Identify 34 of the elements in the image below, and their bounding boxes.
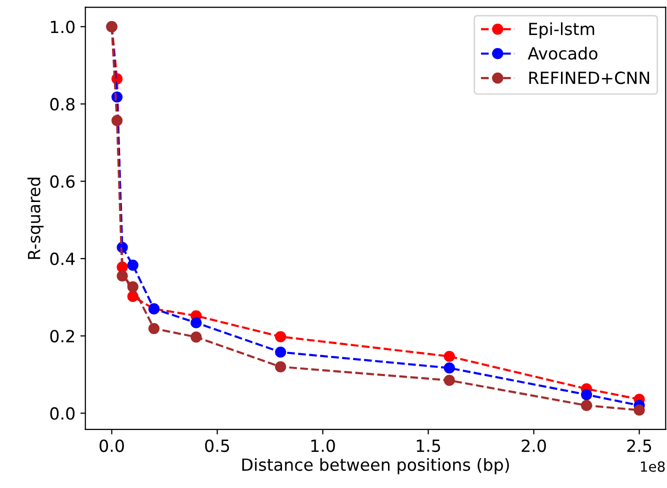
y-tick-label: 0.2 [50, 330, 74, 342]
y-axis-title: R-squared [27, 178, 44, 259]
x-tick-label: 1.5 [416, 440, 440, 452]
point [634, 404, 645, 416]
y-tick-label: 0.4 [50, 252, 75, 266]
point [444, 350, 455, 362]
point [127, 281, 138, 292]
point [127, 260, 138, 271]
x-tick-label: 0.5 [205, 439, 230, 452]
y-tick-label: 1.0 [50, 20, 75, 34]
legend-label: Avocado [528, 46, 598, 60]
point [275, 346, 286, 358]
point [444, 374, 455, 386]
legend-label: Epi-lstm [529, 22, 594, 38]
y-tick-label: 0.6 [50, 175, 75, 188]
x-tick-label: 0.0 [100, 439, 124, 452]
point [444, 362, 455, 374]
point [580, 400, 592, 412]
point [190, 317, 202, 328]
point [190, 331, 202, 343]
y-tick-label: 0.8 [50, 98, 75, 111]
x-axis-title: Distance between positions (bp) [242, 458, 509, 474]
x-tick-label: 2.0 [522, 439, 546, 452]
point [275, 331, 286, 342]
point [148, 322, 160, 334]
point [116, 270, 128, 282]
point [580, 389, 592, 400]
legend-label: REFINED+CNN [529, 72, 650, 84]
point [275, 361, 286, 372]
y-tick-label: 0.0 [50, 407, 75, 420]
point [111, 115, 123, 126]
x-tick-label: 1.0 [311, 439, 335, 452]
x-tick-label: 2.5 [627, 439, 652, 452]
text: 1e8 [640, 461, 665, 472]
